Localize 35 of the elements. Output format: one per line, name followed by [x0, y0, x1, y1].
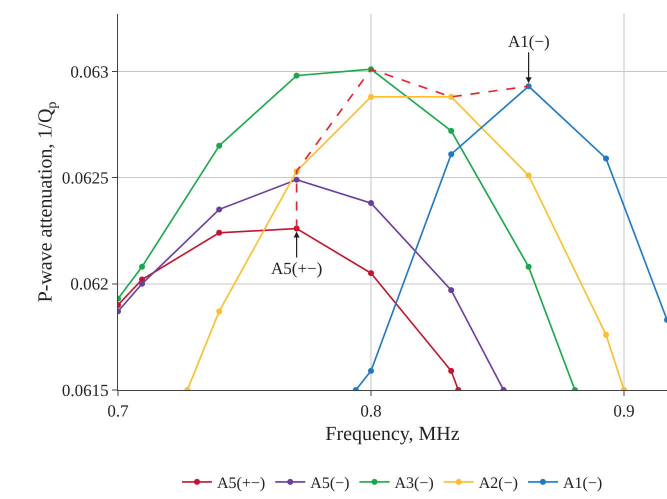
point: [294, 176, 300, 183]
point: [368, 270, 374, 276]
x-axis-title: Frequency, MHz: [325, 422, 460, 445]
point: [139, 280, 146, 287]
y-tick-label: 0.062: [70, 274, 109, 294]
point: [368, 368, 374, 374]
point: [216, 308, 222, 314]
point: [603, 332, 610, 338]
point: [448, 128, 454, 134]
point: [368, 94, 374, 100]
point: [216, 230, 222, 236]
legend-label: A1(−): [562, 475, 602, 492]
point: [448, 287, 454, 294]
legend-label: A5(+−): [217, 475, 266, 492]
point: [216, 142, 222, 149]
annotation: A5(+−): [271, 259, 322, 278]
point: [294, 72, 300, 79]
y-tick-label: 0.0625: [62, 168, 109, 188]
point: [603, 155, 610, 162]
x-tick-label: 0.9: [613, 401, 635, 420]
point: [368, 200, 374, 206]
legend-label: A5(−): [310, 475, 350, 492]
point: [448, 151, 454, 158]
x-tick-label: 0.7: [107, 401, 130, 420]
legend-label: A3(−): [394, 475, 434, 492]
point: [448, 368, 454, 374]
y-tick-label: 0.063: [70, 62, 109, 82]
point: [526, 264, 532, 270]
point: [139, 264, 146, 270]
point: [216, 206, 222, 212]
legend-label: A2(−): [478, 475, 518, 492]
y-tick-label: 0.0615: [62, 380, 109, 400]
point: [526, 172, 532, 178]
x-tick-label: 0.8: [360, 401, 382, 420]
annotation: A1(−): [508, 32, 550, 51]
